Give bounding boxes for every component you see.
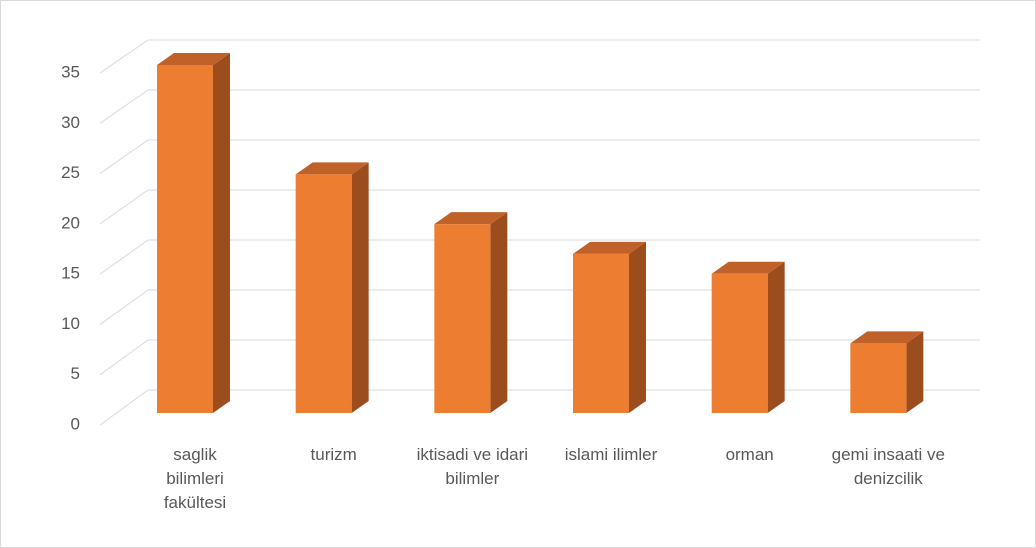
bar — [711, 261, 785, 413]
y-tick-label: 5 — [71, 364, 80, 383]
bar-side — [490, 212, 508, 413]
bar-side — [767, 261, 785, 413]
bar-top — [850, 331, 924, 344]
bar-side — [213, 53, 230, 413]
bar-front — [573, 253, 629, 413]
bar-front — [434, 224, 491, 413]
grid-line-side — [99, 389, 149, 426]
grid-line-side — [99, 289, 149, 325]
bar-front — [711, 273, 768, 413]
y-tick-label: 10 — [61, 314, 80, 333]
bar-top — [157, 53, 230, 65]
y-tick-label: 15 — [61, 264, 80, 283]
bar-top — [573, 241, 646, 254]
bar-top — [295, 162, 369, 175]
bar — [434, 212, 508, 413]
bar — [157, 53, 230, 413]
bar-front — [295, 174, 352, 413]
grid-line-side — [99, 239, 149, 275]
grid-line-side — [99, 39, 149, 74]
y-tick-label: 20 — [61, 213, 80, 232]
bar-side — [629, 241, 646, 413]
grid-line-side — [99, 89, 149, 124]
grid-line-side — [99, 189, 149, 225]
y-tick-label: 0 — [71, 414, 80, 433]
y-tick-label: 25 — [61, 163, 80, 182]
x-tick-label: saglik bilimleri fakültesi — [163, 445, 227, 512]
bar-top — [711, 261, 785, 274]
y-tick-label: 30 — [61, 113, 80, 132]
grid-line-side — [99, 339, 149, 376]
x-tick-label: islami ilimler — [564, 445, 658, 464]
bar-front — [850, 343, 907, 413]
bar — [573, 241, 646, 413]
y-tick-label: 35 — [61, 62, 80, 81]
x-tick-label: iktisadi ve idari bilimler — [416, 445, 529, 488]
x-tick-label: orman — [725, 445, 774, 464]
bar — [295, 162, 369, 413]
bar-side — [351, 162, 369, 413]
grid-line-side — [99, 139, 149, 174]
bar-side — [906, 331, 924, 413]
x-tick-label: gemi insaati ve denizcilik — [831, 445, 946, 488]
bar-front — [157, 65, 213, 413]
x-tick-label: turizm — [310, 445, 357, 464]
bar — [850, 331, 924, 413]
bar-top — [434, 212, 508, 225]
